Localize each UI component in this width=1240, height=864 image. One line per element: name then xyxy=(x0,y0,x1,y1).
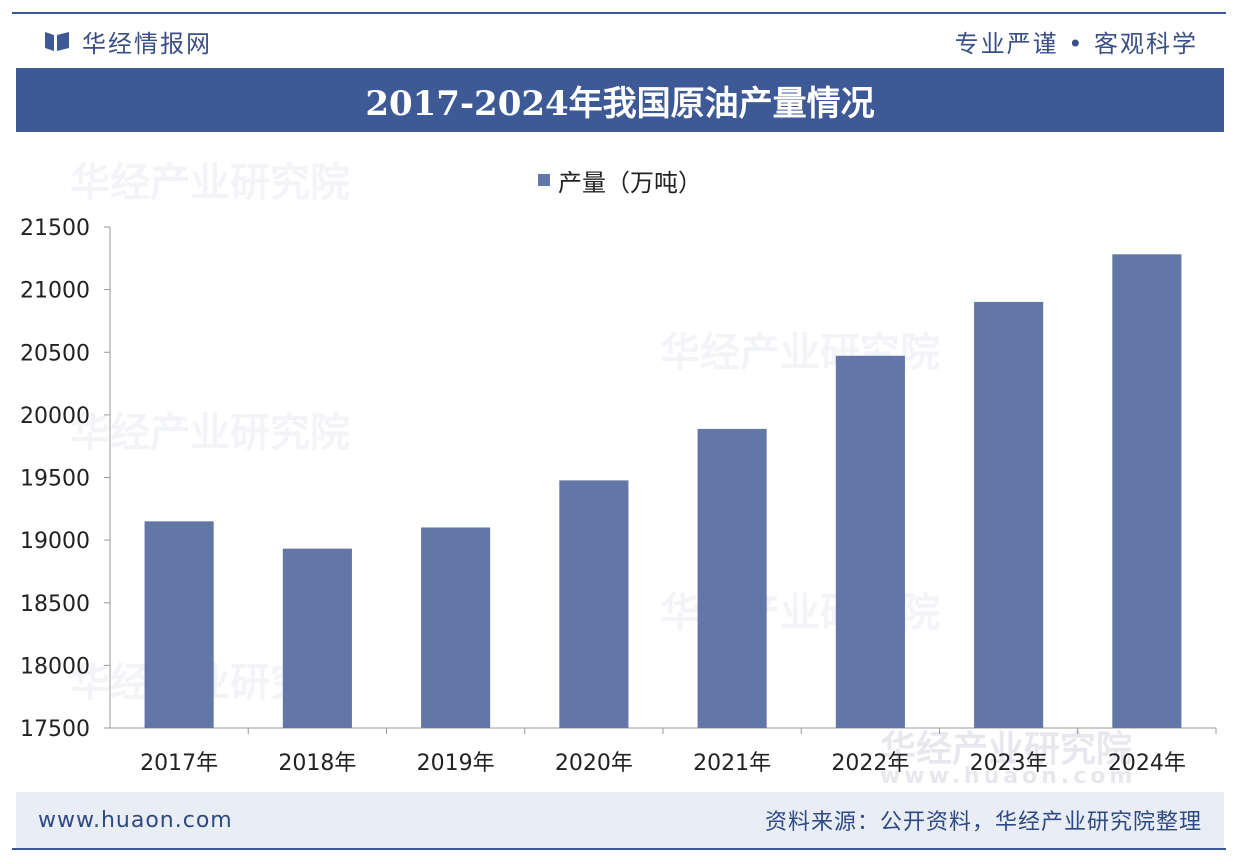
legend-label: 产量（万吨） xyxy=(558,168,702,197)
page-frame xyxy=(12,12,1226,850)
x-tick-label: 2023年 xyxy=(970,751,1048,776)
chart-legend: 产量（万吨） xyxy=(0,160,1240,200)
y-tick-label: 18000 xyxy=(20,654,90,679)
x-tick-label: 2019年 xyxy=(417,751,495,776)
x-tick-label: 2021年 xyxy=(693,751,771,776)
brand-logo-icon xyxy=(45,32,69,51)
y-tick-label: 21500 xyxy=(20,216,90,241)
bar xyxy=(144,521,214,728)
top-bar: 华经情报网 专业严谨 • 客观科学 xyxy=(16,18,1224,64)
y-tick-label: 17500 xyxy=(20,717,90,742)
y-tick-label: 21000 xyxy=(20,279,90,304)
chart-title: 2017-2024年我国原油产量情况 xyxy=(365,83,875,124)
footer: www.huaon.com 资料来源：公开资料，华经产业研究院整理 xyxy=(16,792,1224,848)
brand-name: 华经情报网 xyxy=(82,29,212,58)
x-tick-label: 2020年 xyxy=(555,751,633,776)
bar xyxy=(835,355,905,728)
y-tick-label: 19500 xyxy=(20,467,90,492)
y-tick-label: 20000 xyxy=(20,404,90,429)
footer-url[interactable]: www.huaon.com xyxy=(38,807,233,833)
title-bar: 2017-2024年我国原油产量情况 xyxy=(16,68,1224,132)
y-tick-label: 18500 xyxy=(20,592,90,617)
slogan: 专业严谨 • 客观科学 xyxy=(954,29,1198,58)
brand: 华经情报网 xyxy=(16,24,212,59)
x-tick-label: 2017年 xyxy=(140,751,218,776)
legend-swatch xyxy=(538,174,550,186)
bar xyxy=(282,548,352,728)
y-tick-label: 20500 xyxy=(20,341,90,366)
bar xyxy=(974,301,1044,728)
bar xyxy=(697,428,767,728)
x-tick-label: 2024年 xyxy=(1108,751,1186,776)
footer-source: 资料来源：公开资料，华经产业研究院整理 xyxy=(764,810,1202,835)
x-tick-label: 2018年 xyxy=(278,751,356,776)
bar xyxy=(559,480,629,728)
x-tick-label: 2022年 xyxy=(831,751,909,776)
y-tick-label: 19000 xyxy=(20,529,90,554)
bar xyxy=(421,527,491,728)
bar xyxy=(1112,254,1182,728)
